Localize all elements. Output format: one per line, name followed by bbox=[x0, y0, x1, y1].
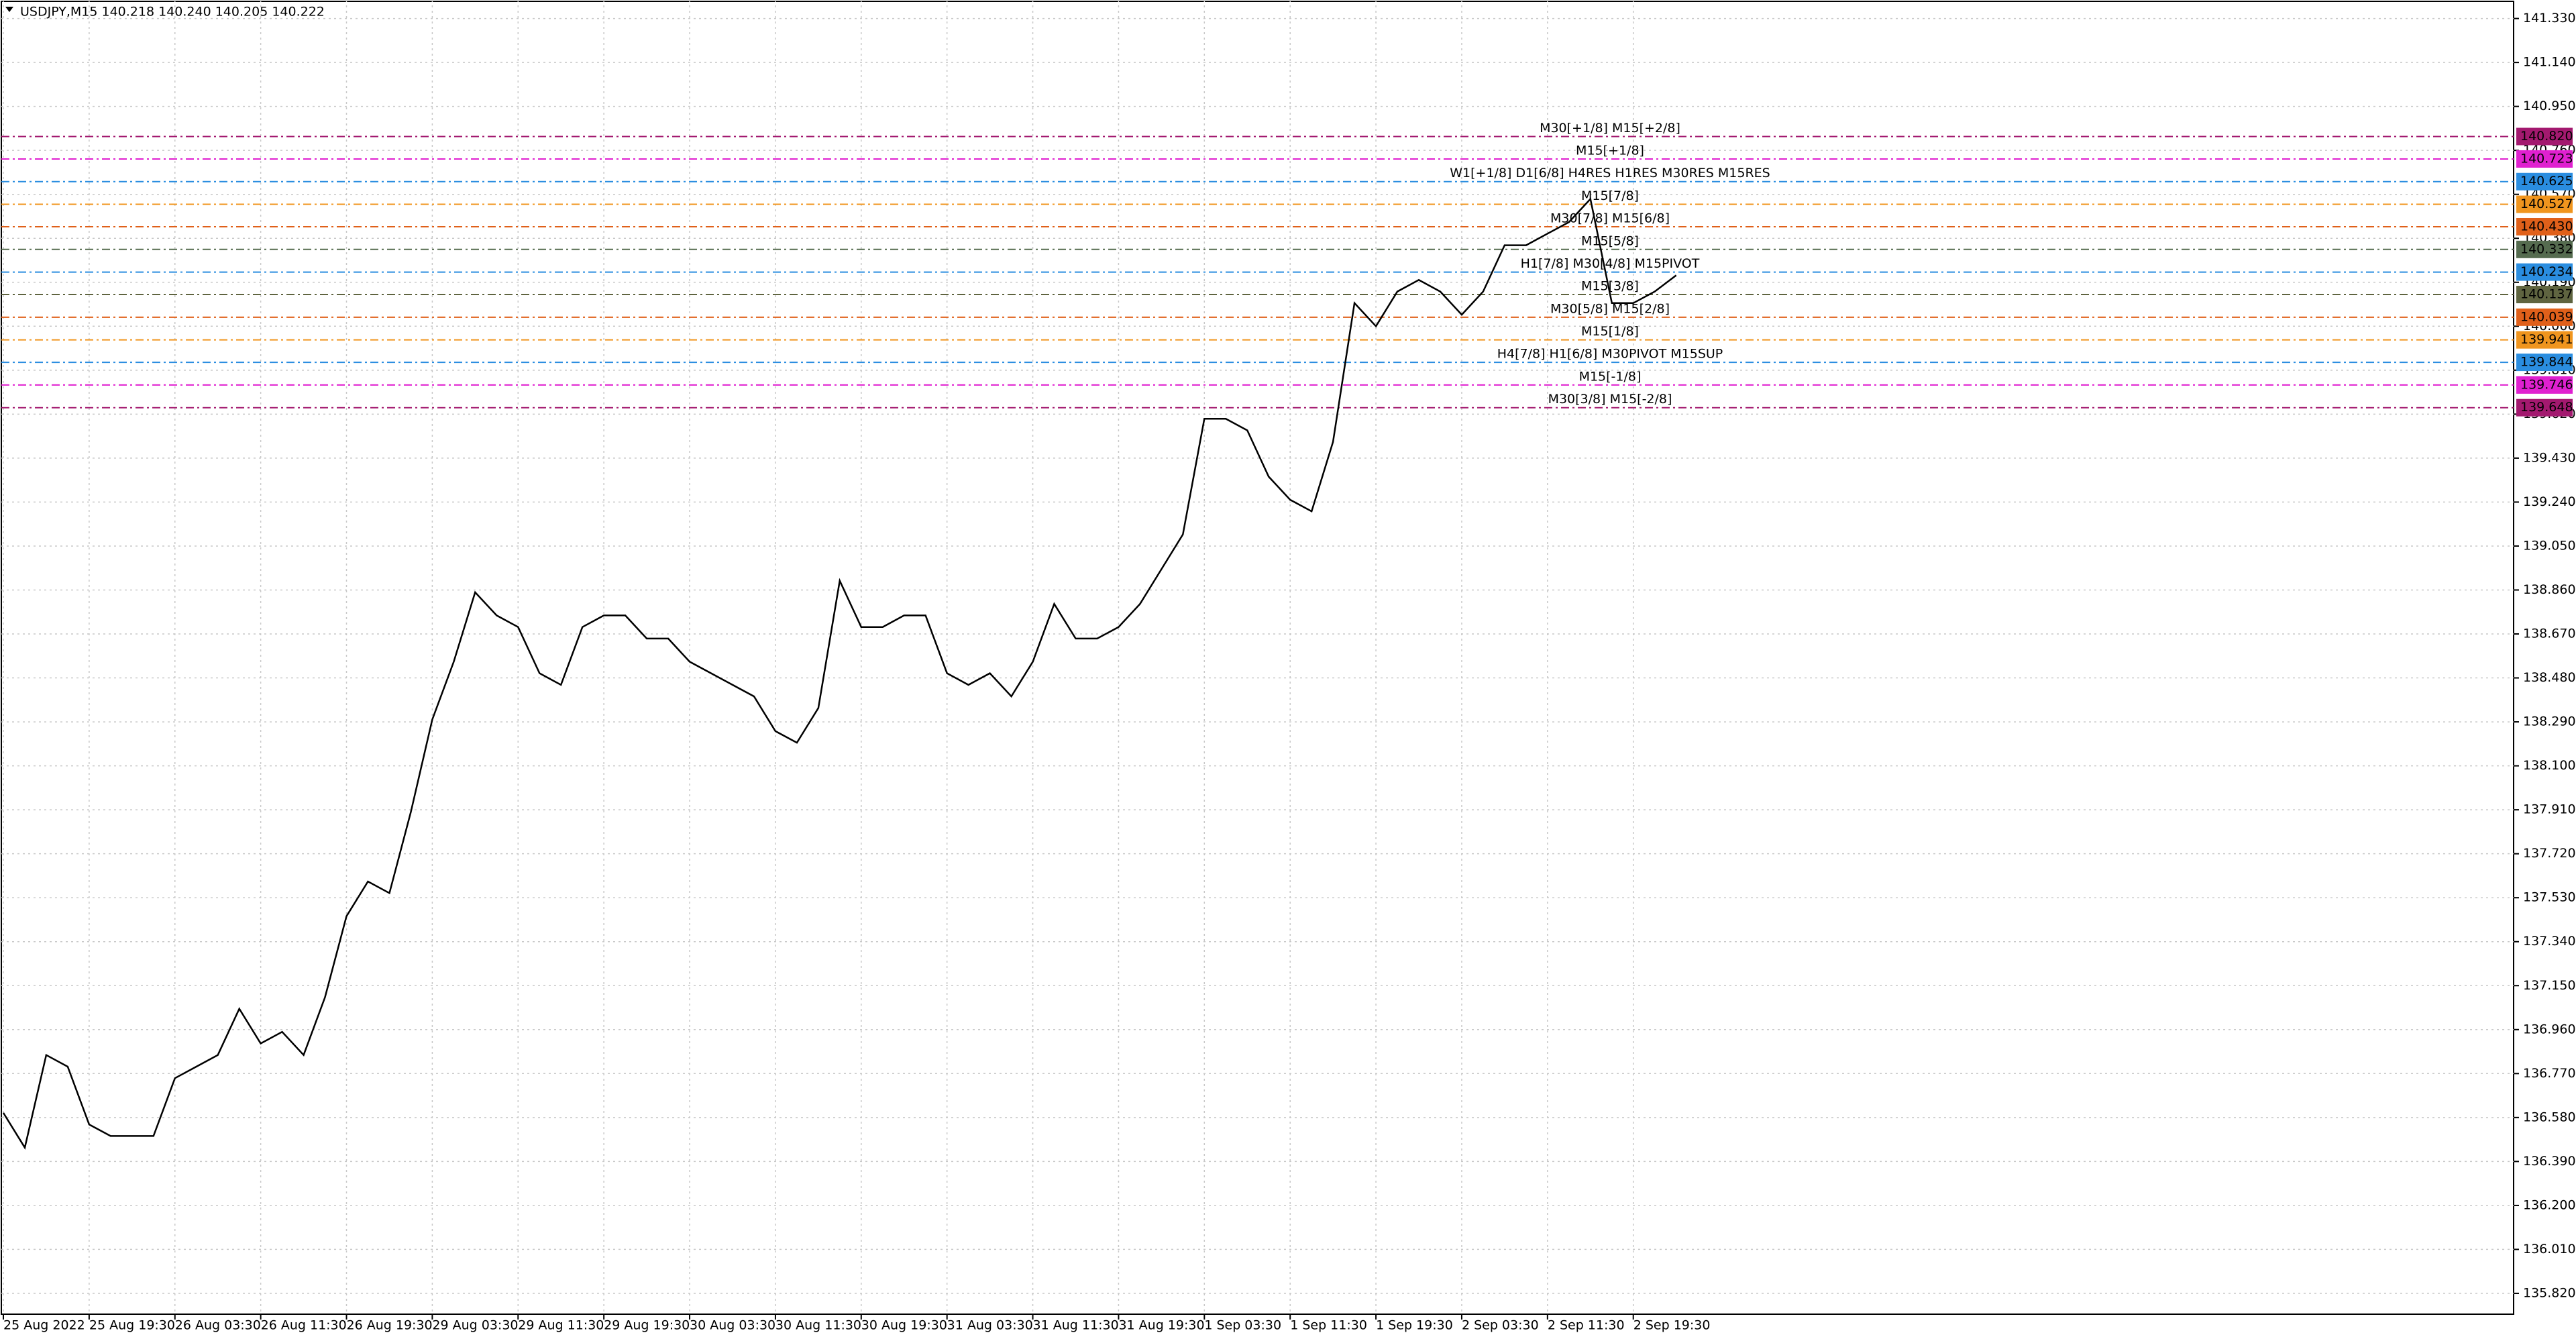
x-tick-label: 29 Aug 03:30 bbox=[432, 1318, 518, 1333]
price-box-label: 140.039 bbox=[2520, 309, 2573, 324]
level-text: M15[1/8] bbox=[1581, 324, 1639, 339]
x-tick-label: 1 Sep 11:30 bbox=[1290, 1318, 1367, 1333]
level-text: H4[7/8] H1[6/8] M30PIVOT M15SUP bbox=[1497, 347, 1723, 362]
x-tick-label: 2 Sep 11:30 bbox=[1548, 1318, 1625, 1333]
price-box-label: 140.625 bbox=[2520, 174, 2573, 189]
level-text: M30[+1/8] M15[+2/8] bbox=[1540, 121, 1680, 136]
y-tick-label: 136.770 bbox=[2523, 1066, 2576, 1081]
x-tick-label: 31 Aug 03:30 bbox=[947, 1318, 1033, 1333]
price-box bbox=[2516, 331, 2573, 349]
y-tick-label: 139.240 bbox=[2523, 494, 2576, 509]
price-box bbox=[2516, 398, 2573, 417]
y-tick-label: 137.150 bbox=[2523, 978, 2576, 993]
price-box-label: 140.234 bbox=[2520, 264, 2573, 279]
y-tick-label: 137.530 bbox=[2523, 890, 2576, 905]
price-box bbox=[2516, 376, 2573, 394]
level-text: H1[7/8] M30[4/8] M15PIVOT bbox=[1521, 256, 1700, 271]
price-box bbox=[2516, 354, 2573, 372]
x-tick-label: 25 Aug 19:30 bbox=[89, 1318, 175, 1333]
level-text: M30[3/8] M15[-2/8] bbox=[1548, 392, 1672, 407]
x-tick-label: 30 Aug 19:30 bbox=[861, 1318, 947, 1333]
y-tick-label: 136.200 bbox=[2523, 1197, 2576, 1212]
x-tick-label: 26 Aug 19:30 bbox=[347, 1318, 433, 1333]
x-tick-label: 26 Aug 03:30 bbox=[175, 1318, 261, 1333]
y-tick-label: 140.950 bbox=[2523, 99, 2576, 113]
x-tick-label: 29 Aug 19:30 bbox=[604, 1318, 690, 1333]
y-tick-label: 137.720 bbox=[2523, 846, 2576, 861]
price-box bbox=[2516, 240, 2573, 258]
price-box-label: 140.820 bbox=[2520, 129, 2573, 144]
price-box bbox=[2516, 172, 2573, 191]
level-text: M15[7/8] bbox=[1581, 189, 1639, 203]
y-tick-label: 135.820 bbox=[2523, 1285, 2576, 1300]
y-tick-label: 141.330 bbox=[2523, 11, 2576, 25]
level-text: M15[+1/8] bbox=[1576, 143, 1644, 158]
price-box-label: 139.941 bbox=[2520, 332, 2573, 347]
level-text: M30[5/8] M15[2/8] bbox=[1550, 301, 1670, 316]
x-tick-label: 1 Sep 19:30 bbox=[1376, 1318, 1453, 1333]
y-tick-label: 136.010 bbox=[2523, 1242, 2576, 1256]
price-box-label: 139.746 bbox=[2520, 377, 2573, 392]
y-tick-label: 138.290 bbox=[2523, 714, 2576, 729]
x-tick-label: 31 Aug 19:30 bbox=[1118, 1318, 1204, 1333]
y-tick-label: 139.050 bbox=[2523, 538, 2576, 553]
y-tick-label: 138.670 bbox=[2523, 627, 2576, 641]
x-tick-label: 1 Sep 03:30 bbox=[1204, 1318, 1281, 1333]
level-text: M15[3/8] bbox=[1581, 279, 1639, 294]
x-tick-label: 2 Sep 19:30 bbox=[1633, 1318, 1711, 1333]
chart-title: USDJPY,M15 140.218 140.240 140.205 140.2… bbox=[20, 5, 325, 19]
price-box bbox=[2516, 150, 2573, 168]
x-tick-label: 31 Aug 11:30 bbox=[1033, 1318, 1119, 1333]
y-tick-label: 137.910 bbox=[2523, 802, 2576, 817]
price-box-label: 140.723 bbox=[2520, 151, 2573, 166]
price-box-label: 140.137 bbox=[2520, 287, 2573, 302]
x-tick-label: 26 Aug 11:30 bbox=[261, 1318, 347, 1333]
price-box bbox=[2516, 263, 2573, 281]
y-tick-label: 139.430 bbox=[2523, 450, 2576, 465]
y-tick-label: 137.340 bbox=[2523, 934, 2576, 949]
title-arrow bbox=[5, 7, 13, 12]
price-box-label: 140.527 bbox=[2520, 197, 2573, 211]
price-box-label: 140.430 bbox=[2520, 219, 2573, 233]
y-tick-label: 136.580 bbox=[2523, 1110, 2576, 1124]
price-line bbox=[2, 197, 1677, 1150]
level-text: M15[5/8] bbox=[1581, 233, 1639, 248]
x-tick-label: 2 Sep 03:30 bbox=[1462, 1318, 1539, 1333]
price-box-label: 139.648 bbox=[2520, 400, 2573, 415]
x-tick-label: 30 Aug 03:30 bbox=[690, 1318, 775, 1333]
x-tick-label: 25 Aug 2022 bbox=[3, 1318, 85, 1333]
x-tick-label: 29 Aug 11:30 bbox=[518, 1318, 604, 1333]
price-box bbox=[2516, 308, 2573, 326]
level-text: W1[+1/8] D1[6/8] H4RES H1RES M30RES M15R… bbox=[1450, 166, 1770, 180]
price-box bbox=[2516, 127, 2573, 146]
price-box bbox=[2516, 195, 2573, 213]
y-tick-label: 141.140 bbox=[2523, 55, 2576, 70]
y-tick-label: 136.960 bbox=[2523, 1022, 2576, 1036]
y-tick-label: 136.390 bbox=[2523, 1154, 2576, 1169]
price-box bbox=[2516, 217, 2573, 235]
price-box-label: 140.332 bbox=[2520, 242, 2573, 256]
price-box bbox=[2516, 286, 2573, 304]
level-text: M30[7/8] M15[6/8] bbox=[1550, 211, 1670, 225]
y-tick-label: 138.480 bbox=[2523, 670, 2576, 685]
y-tick-label: 138.100 bbox=[2523, 758, 2576, 773]
plot-frame bbox=[1, 1, 2514, 1315]
price-box-label: 139.844 bbox=[2520, 355, 2573, 370]
y-tick-label: 138.860 bbox=[2523, 582, 2576, 597]
level-text: M15[-1/8] bbox=[1579, 369, 1642, 384]
x-tick-label: 30 Aug 11:30 bbox=[775, 1318, 861, 1333]
